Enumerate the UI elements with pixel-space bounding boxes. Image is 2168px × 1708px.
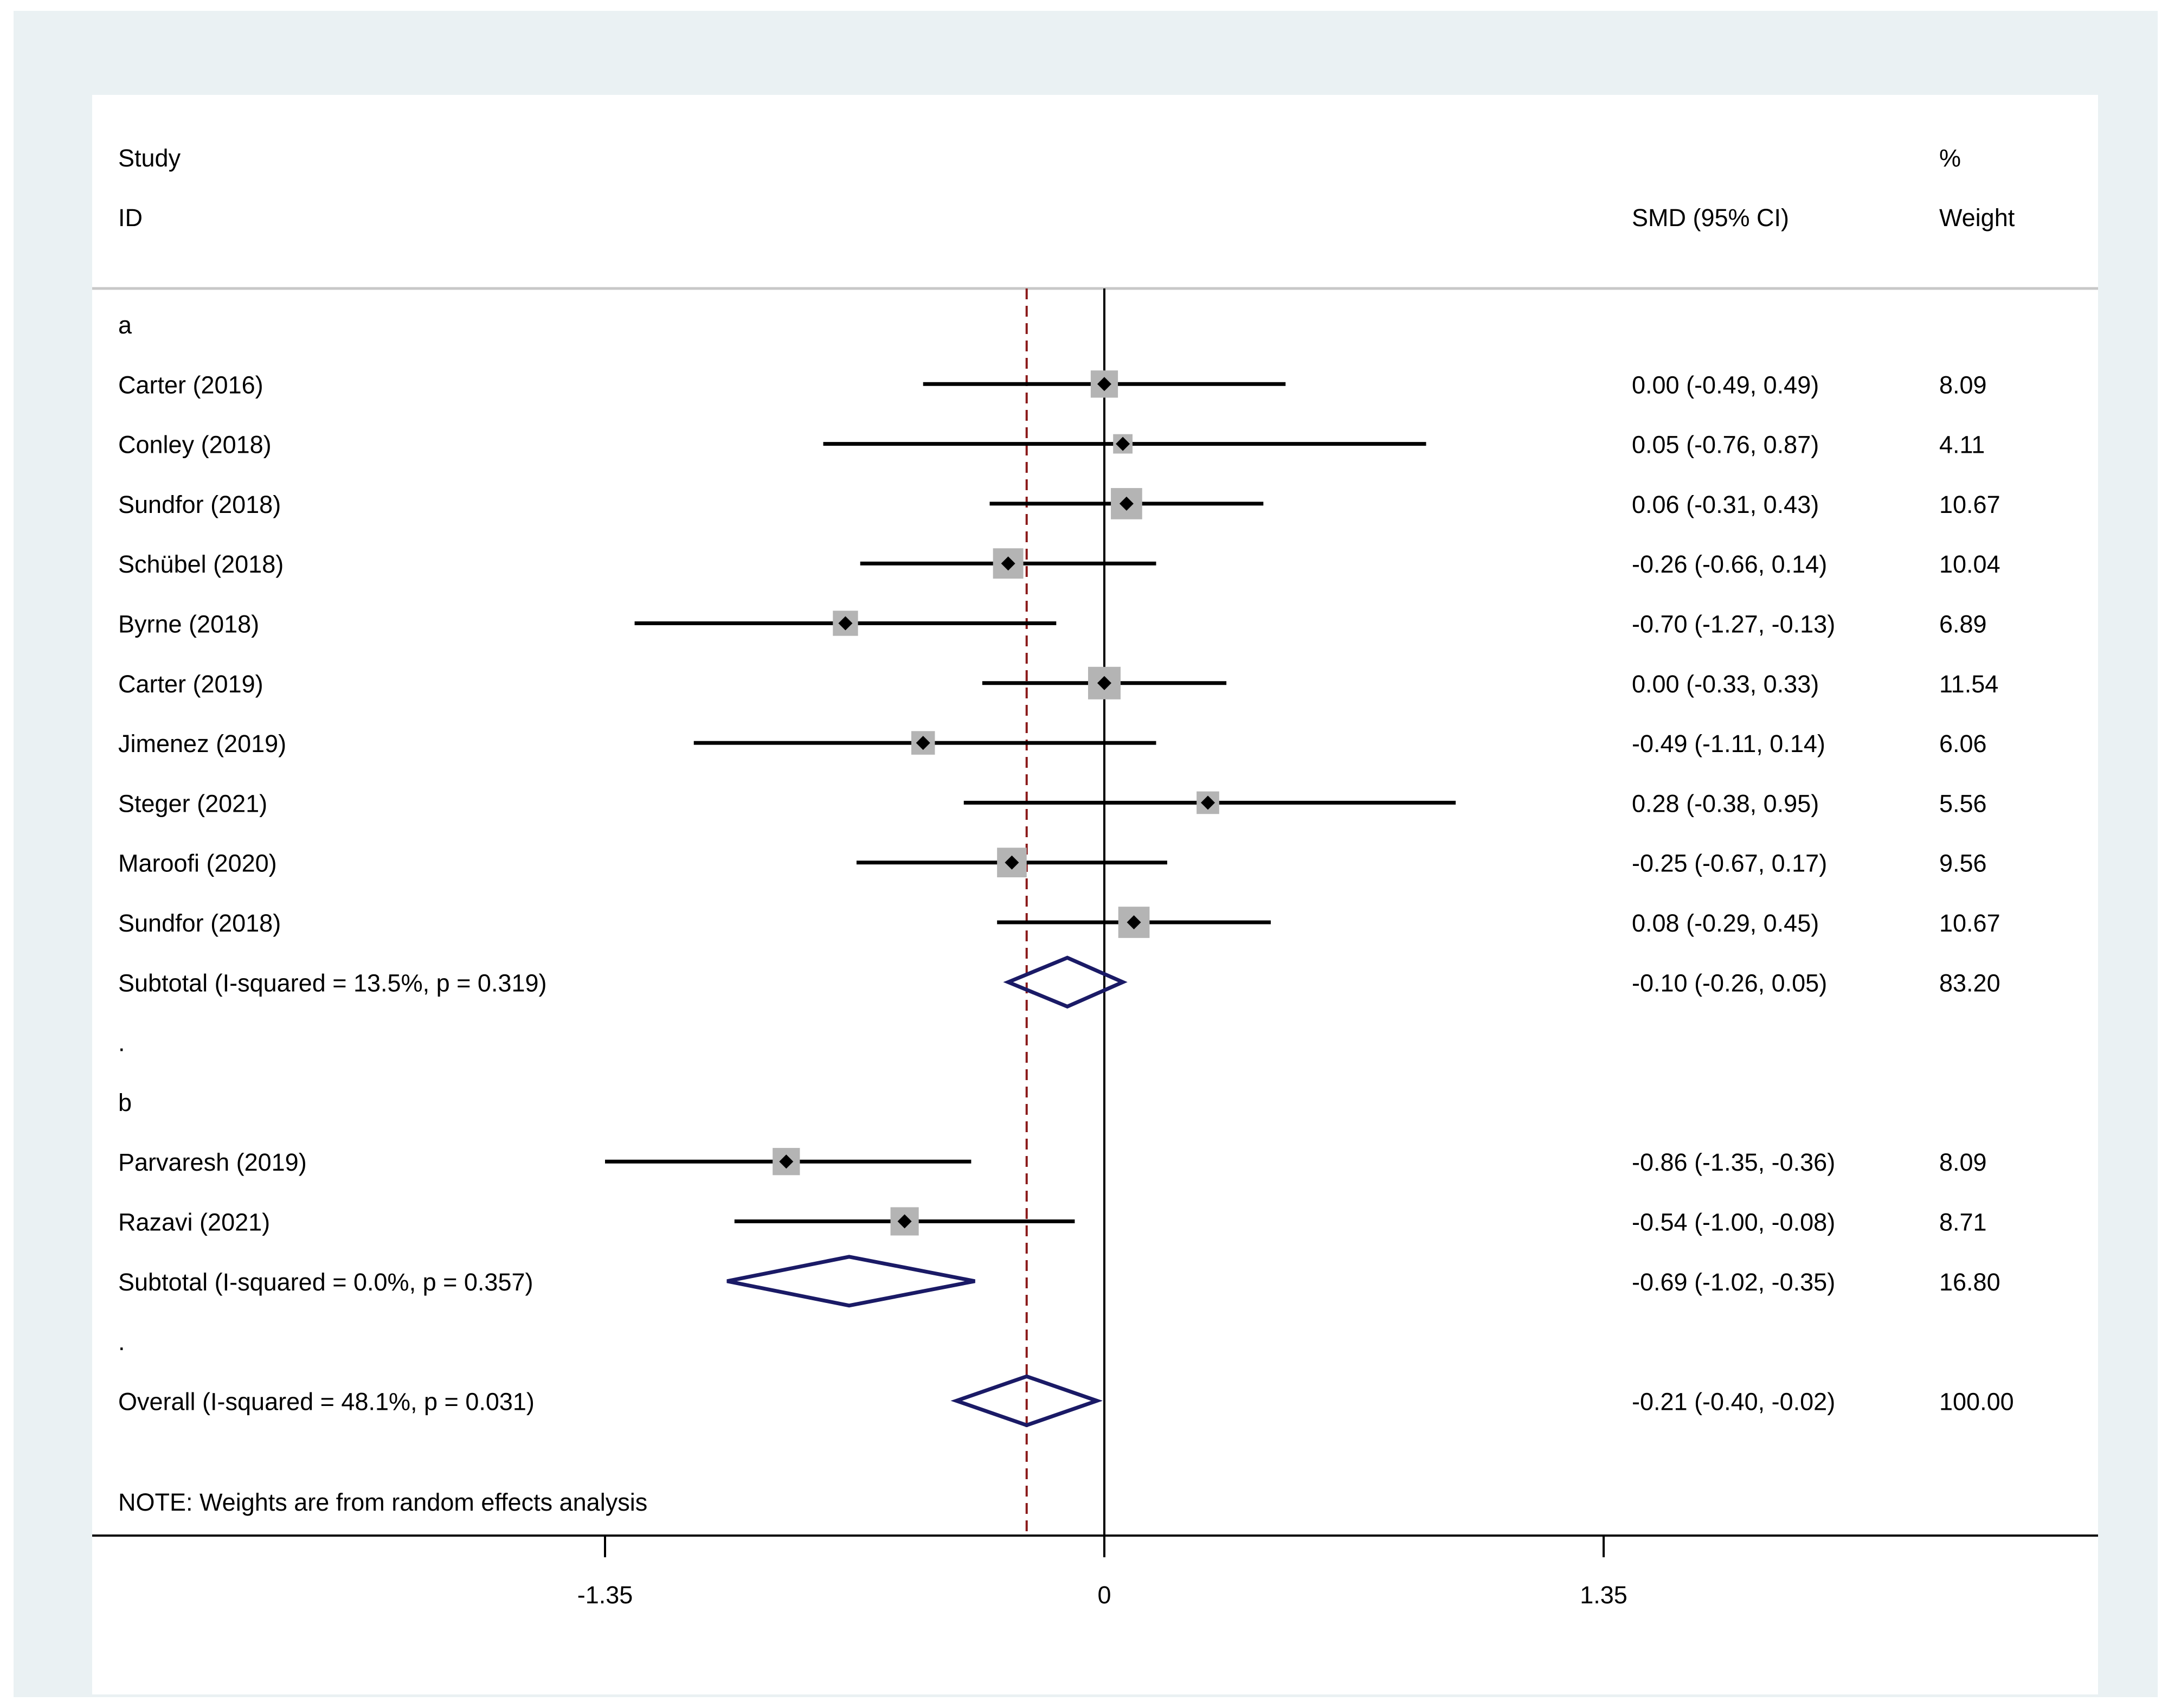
weight-text: 100.00 — [1939, 1388, 2014, 1415]
weight-text: 9.56 — [1939, 850, 1987, 877]
group-label: a — [118, 311, 132, 339]
x-tick-label: 1.35 — [1580, 1581, 1627, 1609]
ci-text: 0.06 (-0.31, 0.43) — [1632, 491, 1819, 518]
study-row: Byrne (2018) -0.70 (-1.27, -0.13) 6.89 — [118, 611, 1987, 638]
subtotal-diamond — [1003, 955, 1128, 1009]
figure-frame: Study ID SMD (95% CI) % Weight a Carter (… — [14, 11, 2158, 1697]
ci-text: 0.00 (-0.33, 0.33) — [1632, 670, 1819, 698]
point-estimate-marker — [1001, 556, 1015, 571]
weight-text: 6.06 — [1939, 730, 1987, 757]
study-row: Maroofi (2020) -0.25 (-0.67, 0.17) 9.56 — [118, 847, 1987, 878]
subtotal-diamond — [726, 1255, 975, 1308]
subtotal-label: Subtotal (I-squared = 0.0%, p = 0.357) — [118, 1268, 533, 1296]
study-label: Razavi (2021) — [118, 1209, 270, 1236]
weight-text: 83.20 — [1939, 969, 2000, 997]
study-row: Sundfor (2018) 0.08 (-0.29, 0.45) 10.67 — [118, 907, 2000, 938]
header-weight-label: Weight — [1939, 204, 2015, 232]
x-axis-ticks: -1.35 0 1.35 — [577, 1536, 1627, 1609]
weight-text: 8.09 — [1939, 1148, 1987, 1176]
study-label: Conley (2018) — [118, 431, 272, 459]
ci-text: -0.21 (-0.40, -0.02) — [1632, 1388, 1835, 1415]
group-label: b — [118, 1089, 132, 1116]
weights-note: NOTE: Weights are from random effects an… — [118, 1488, 647, 1516]
study-row: Sundfor (2018) 0.06 (-0.31, 0.43) 10.67 — [118, 488, 2000, 519]
ci-text: -0.49 (-1.11, 0.14) — [1632, 730, 1825, 757]
study-row: Carter (2016) 0.00 (-0.49, 0.49) 8.09 — [118, 370, 1987, 399]
ci-text: -0.69 (-1.02, -0.35) — [1632, 1268, 1835, 1296]
study-label: Schübel (2018) — [118, 550, 284, 578]
study-row: Razavi (2021) -0.54 (-1.00, -0.08) 8.71 — [118, 1207, 1987, 1236]
study-label: Carter (2016) — [118, 371, 263, 399]
spacer-label: . — [118, 1029, 125, 1057]
point-estimate-marker — [1201, 795, 1215, 810]
subtotal-label: Subtotal (I-squared = 13.5%, p = 0.319) — [118, 969, 547, 997]
weight-text: 6.89 — [1939, 611, 1987, 638]
point-estimate-marker — [916, 736, 930, 750]
study-row: Carter (2019) 0.00 (-0.33, 0.33) 11.54 — [118, 666, 1998, 699]
study-label: Sundfor (2018) — [118, 491, 281, 518]
study-row: Schübel (2018) -0.26 (-0.66, 0.14) 10.04 — [118, 548, 2000, 579]
header-id-label: ID — [118, 204, 143, 232]
point-estimate-marker — [1127, 915, 1141, 929]
study-label: Byrne (2018) — [118, 611, 259, 638]
weight-text: 8.71 — [1939, 1209, 1987, 1236]
weight-text: 10.67 — [1939, 909, 2000, 937]
point-estimate-marker — [1116, 436, 1130, 451]
ci-text: -0.25 (-0.67, 0.17) — [1632, 850, 1827, 877]
subtotal-row: Subtotal (I-squared = 0.0%, p = 0.357) -0… — [118, 1255, 2000, 1308]
point-estimate-marker — [1119, 496, 1134, 511]
weight-text: 10.67 — [1939, 491, 2000, 518]
x-tick-label: -1.35 — [577, 1581, 633, 1609]
spacer-label: . — [118, 1328, 125, 1356]
subtotal-row: Subtotal (I-squared = 13.5%, p = 0.319) -… — [118, 955, 2000, 1009]
plot-panel — [92, 95, 2098, 1694]
ci-text: -0.70 (-1.27, -0.13) — [1632, 611, 1835, 638]
point-estimate-marker — [779, 1154, 794, 1169]
header-study-label: Study — [118, 144, 181, 172]
ci-text: 0.08 (-0.29, 0.45) — [1632, 909, 1819, 937]
study-row: Conley (2018) 0.05 (-0.76, 0.87) 4.11 — [118, 431, 1985, 459]
study-label: Maroofi (2020) — [118, 850, 277, 877]
study-label: Parvaresh (2019) — [118, 1148, 307, 1176]
weight-text: 10.04 — [1939, 550, 2000, 578]
study-label: Steger (2021) — [118, 789, 267, 817]
ci-text: -0.86 (-1.35, -0.36) — [1632, 1148, 1835, 1176]
weight-text: 11.54 — [1939, 670, 1998, 698]
study-row: Parvaresh (2019) -0.86 (-1.35, -0.36) 8.09 — [118, 1148, 1987, 1176]
point-estimate-marker — [897, 1214, 912, 1229]
forest-plot: Study ID SMD (95% CI) % Weight a Carter (… — [92, 95, 2098, 1694]
study-label: Carter (2019) — [118, 670, 263, 698]
x-tick-label: 0 — [1097, 1581, 1111, 1609]
overall-label: Overall (I-squared = 48.1%, p = 0.031) — [118, 1388, 535, 1415]
header-percent-label: % — [1939, 144, 1961, 172]
ci-text: -0.10 (-0.26, 0.05) — [1632, 969, 1827, 997]
ci-text: 0.28 (-0.38, 0.95) — [1632, 789, 1819, 817]
study-row: Steger (2021) 0.28 (-0.38, 0.95) 5.56 — [118, 789, 1987, 817]
weight-text: 4.11 — [1939, 431, 1985, 459]
point-estimate-marker — [838, 616, 853, 631]
weight-text: 5.56 — [1939, 789, 1987, 817]
spacer-row: . — [118, 1029, 125, 1057]
point-estimate-marker — [1097, 676, 1111, 690]
spacer-row: . — [118, 1328, 125, 1356]
ci-text: -0.54 (-1.00, -0.08) — [1632, 1209, 1835, 1236]
group-row: b — [118, 1089, 132, 1116]
ci-text: 0.00 (-0.49, 0.49) — [1632, 371, 1819, 399]
ci-text: -0.26 (-0.66, 0.14) — [1632, 550, 1827, 578]
rows-layer: a Carter (2016) 0.00 (-0.49, 0.49) 8.09 Conl… — [118, 311, 2014, 1428]
study-label: Sundfor (2018) — [118, 909, 281, 937]
study-label: Jimenez (2019) — [118, 730, 286, 757]
ci-text: 0.05 (-0.76, 0.87) — [1632, 431, 1819, 459]
overall-diamond — [950, 1374, 1103, 1428]
overall-row: Overall (I-squared = 48.1%, p = 0.031) -0… — [118, 1374, 2014, 1428]
weight-text: 16.80 — [1939, 1268, 2000, 1296]
point-estimate-marker — [1097, 377, 1111, 391]
study-row: Jimenez (2019) -0.49 (-1.11, 0.14) 6.06 — [118, 730, 1987, 757]
header-effect-label: SMD (95% CI) — [1632, 204, 1789, 232]
group-row: a — [118, 311, 132, 339]
point-estimate-marker — [1005, 855, 1019, 870]
weight-text: 8.09 — [1939, 371, 1987, 399]
